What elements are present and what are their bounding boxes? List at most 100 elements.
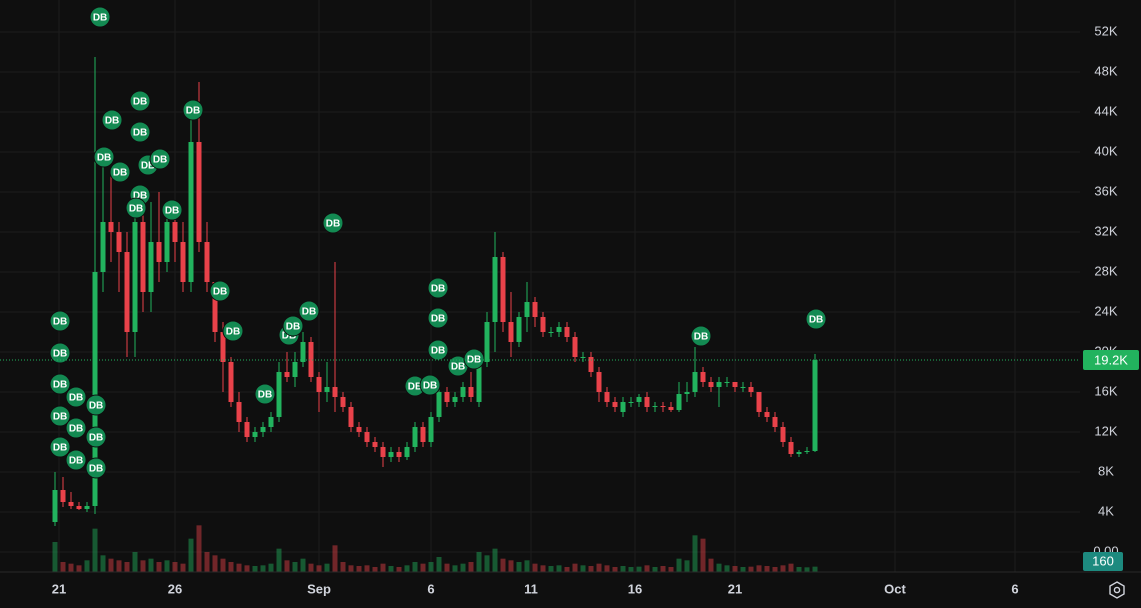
volume-bar <box>484 555 490 572</box>
marker-label: DB <box>153 155 167 166</box>
volume-bar <box>756 565 762 572</box>
db-marker: DB <box>85 457 107 479</box>
candle-body <box>348 407 354 427</box>
marker-label: DB <box>69 393 83 404</box>
candle-body <box>332 387 338 397</box>
y-tick-label: 24K <box>1094 303 1117 318</box>
volume-bar <box>284 560 290 572</box>
volume-bar <box>500 558 506 572</box>
candle-body <box>596 372 602 392</box>
marker-dot <box>161 199 183 221</box>
volume-bar <box>252 566 258 572</box>
candle-body <box>236 402 242 422</box>
volume-bar <box>572 563 578 572</box>
volume-bar <box>660 566 666 572</box>
marker-label: DB <box>53 349 67 360</box>
volume-bar <box>404 565 410 572</box>
volume-bar <box>796 567 802 572</box>
candle-body <box>700 372 706 382</box>
marker-dot <box>93 146 115 168</box>
db-marker: DB <box>322 212 344 234</box>
candle-body <box>660 406 666 407</box>
candle-body <box>780 427 786 442</box>
volume-bar <box>348 565 354 572</box>
marker-dot <box>463 348 485 370</box>
y-tick-label: 40K <box>1094 143 1117 158</box>
marker-label: DB <box>89 464 103 475</box>
candle-body <box>292 362 298 377</box>
x-tick-label: 21 <box>52 581 66 596</box>
db-marker: DB <box>419 374 441 396</box>
volume-bar <box>788 563 794 572</box>
candle-body <box>572 337 578 357</box>
candle-body <box>52 490 58 522</box>
last-volume-label: 160 <box>1092 553 1114 568</box>
volume-bar <box>188 538 194 572</box>
candle-body <box>132 222 138 332</box>
marker-label: DB <box>165 206 179 217</box>
marker-label: DB <box>53 412 67 423</box>
candle-body <box>340 397 346 407</box>
y-tick-label: 16K <box>1094 383 1117 398</box>
candle-body <box>724 382 730 383</box>
marker-label: DB <box>694 332 708 343</box>
candle-body <box>692 372 698 392</box>
volume-bar <box>644 565 650 572</box>
candle-body <box>164 222 170 262</box>
settings-icon[interactable] <box>1109 581 1125 599</box>
x-tick-label: Oct <box>884 581 906 596</box>
marker-dot <box>222 320 244 342</box>
db-marker: DB <box>427 339 449 361</box>
candle-body <box>420 427 426 442</box>
volume-bar <box>804 567 810 572</box>
marker-label: DB <box>408 382 422 393</box>
volume-bar <box>724 565 730 572</box>
volume-bar <box>332 545 338 572</box>
candle-body <box>500 257 506 322</box>
candle-body <box>508 322 514 342</box>
marker-label: DB <box>53 317 67 328</box>
volume-bar <box>276 548 282 572</box>
db-marker: DB <box>149 148 171 170</box>
volume-bar <box>260 565 266 572</box>
marker-dot <box>805 308 827 330</box>
volume-bar <box>580 565 586 572</box>
db-marker: DB <box>222 320 244 342</box>
db-marker: DB <box>805 308 827 330</box>
candle-body <box>564 327 570 337</box>
y-tick-label: 4K <box>1098 503 1114 518</box>
db-marker: DB <box>49 310 71 332</box>
db-marker: DB <box>49 436 71 458</box>
x-tick-label: Sep <box>307 581 331 596</box>
candle-body <box>460 387 466 397</box>
marker-label: DB <box>53 443 67 454</box>
db-marker: DB <box>298 300 320 322</box>
candle-body <box>436 392 442 417</box>
candle-body <box>756 392 762 412</box>
x-tick-label: 16 <box>628 581 642 596</box>
marker-label: DB <box>89 401 103 412</box>
volume-bar <box>556 565 562 572</box>
volume-bar <box>716 563 722 572</box>
volume-bar <box>452 565 458 572</box>
candle-body <box>68 502 74 506</box>
marker-label: DB <box>105 116 119 127</box>
x-tick-label: 11 <box>524 581 538 596</box>
volume-bar <box>436 557 442 572</box>
marker-dot <box>49 342 71 364</box>
volume-bar <box>92 528 98 572</box>
volume-bar <box>676 558 682 572</box>
marker-dot <box>149 148 171 170</box>
volume-bar <box>268 563 274 572</box>
volume-bar <box>372 567 378 572</box>
candle-body <box>380 447 386 457</box>
volume-bar <box>548 566 554 572</box>
marker-label: DB <box>451 362 465 373</box>
marker-dot <box>65 386 87 408</box>
volume-bar <box>76 565 82 572</box>
marker-label: DB <box>129 204 143 215</box>
last-price-box <box>1083 350 1139 370</box>
marker-dot <box>85 426 107 448</box>
markers: DBDBDBDBDBDBDBDBDBDBDBDBDBDBDBDBDBDBDBDB… <box>49 6 827 479</box>
y-tick-label: 44K <box>1094 103 1117 118</box>
